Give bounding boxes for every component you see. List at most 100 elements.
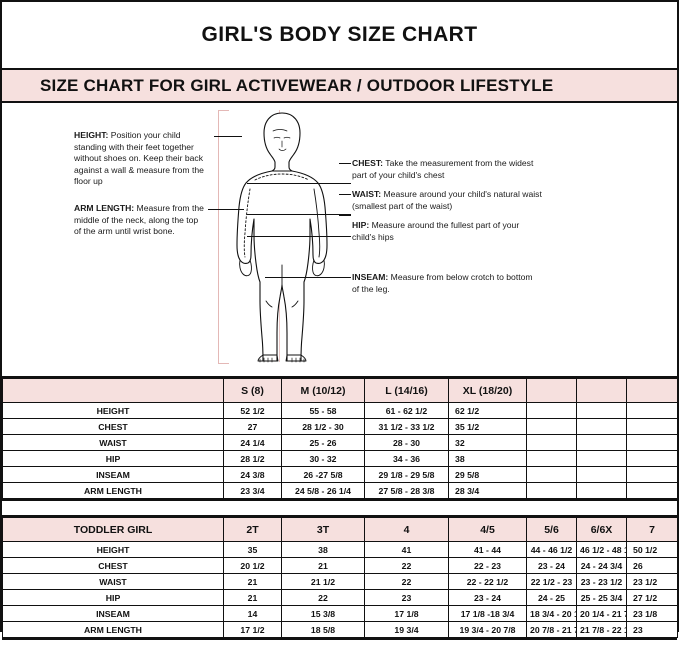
cell-value xyxy=(576,466,627,483)
cell-value: 23 xyxy=(364,589,449,606)
size-chart-page: GIRL'S BODY SIZE CHART SIZE CHART FOR GI… xyxy=(0,0,679,640)
cell-value: 35 xyxy=(223,541,282,558)
cell-value: 27 5/8 - 28 3/8 xyxy=(364,482,449,499)
column-header-4: 4 xyxy=(364,517,449,542)
note-height: HEIGHT: Position your child standing wit… xyxy=(74,130,214,188)
cell-value xyxy=(626,466,678,483)
cell-value: 21 1/2 xyxy=(281,573,365,590)
cell-value: 22 - 22 1/2 xyxy=(448,573,527,590)
cell-value: 18 5/8 xyxy=(281,621,365,638)
cell-value: 24 5/8 - 26 1/4 xyxy=(281,482,365,499)
cell-value: 17 1/8 -18 3/4 xyxy=(448,605,527,622)
cell-value: 17 1/8 xyxy=(364,605,449,622)
cell-value: 29 5/8 xyxy=(448,466,527,483)
chest-leader-line-icon xyxy=(339,163,351,164)
cell-value: 24 3/8 xyxy=(223,466,282,483)
cell-value: 28 1/2 xyxy=(223,450,282,467)
cell-value xyxy=(526,434,577,451)
cell-value: 21 7/8 - 22 1/4 xyxy=(576,621,627,638)
cell-value: 38 xyxy=(281,541,365,558)
row-label-height: HEIGHT xyxy=(2,402,224,419)
note-inseam-label: INSEAM: xyxy=(352,272,389,282)
cell-value: 46 1/2 - 48 1/2 xyxy=(576,541,627,558)
column-header-4-5: 4/5 xyxy=(448,517,527,542)
cell-value: 22 1/2 - 23 xyxy=(526,573,577,590)
cell-value: 41 - 44 xyxy=(448,541,527,558)
note-chest-text: Take the measurement from the widest par… xyxy=(352,158,534,180)
row-label-hip: HIP xyxy=(2,589,224,606)
cell-value: 22 - 23 xyxy=(448,557,527,574)
column-header-s-8-: S (8) xyxy=(223,378,282,403)
height-leader-line-icon xyxy=(214,136,242,137)
table-row: INSEAM 14 15 3/8 17 1/8 17 1/8 -18 3/4 18 3/4… xyxy=(2,605,678,622)
cell-value: 50 1/2 xyxy=(626,541,678,558)
table-row: HEIGHT 35 38 41 41 - 44 44 - 46 1/2 46 1/2 - 4… xyxy=(2,541,678,558)
row-label-inseam: INSEAM xyxy=(2,605,224,622)
toddler-sizes-tbody: HEIGHT 35 38 41 41 - 44 44 - 46 1/2 46 1/2 - 4… xyxy=(2,541,678,638)
cell-value xyxy=(626,434,678,451)
cell-value: 24 1/4 xyxy=(223,434,282,451)
cell-value: 23 xyxy=(626,621,678,638)
note-arm-length-label: ARM LENGTH: xyxy=(74,203,135,213)
arm-leader-line-icon xyxy=(208,209,244,210)
cell-value: 38 xyxy=(448,450,527,467)
cell-value: 28 1/2 - 30 xyxy=(281,418,365,435)
inseam-leader-line-icon xyxy=(339,277,351,278)
cell-value: 52 1/2 xyxy=(223,402,282,419)
cell-value: 21 xyxy=(223,589,282,606)
toddler-sizes-thead: TODDLER GIRL 2T 3T 4 4/5 5/6 6/6X 7 xyxy=(2,517,678,542)
cell-value xyxy=(526,402,577,419)
toddler-girl-sizes-table: TODDLER GIRL 2T 3T 4 4/5 5/6 6/6X 7 HEIGHT 35 38 4… xyxy=(2,517,678,638)
cell-value: 35 1/2 xyxy=(448,418,527,435)
cell-value xyxy=(626,418,678,435)
cell-value: 20 7/8 - 21 7/8 xyxy=(526,621,577,638)
table-row: CHEST 27 28 1/2 - 30 31 1/2 - 33 1/2 35 1/2 xyxy=(2,418,678,435)
cell-value: 34 - 36 xyxy=(364,450,449,467)
row-label-waist: WAIST xyxy=(2,434,224,451)
note-hip-label: HIP: xyxy=(352,220,370,230)
cell-value: 32 xyxy=(448,434,527,451)
cell-value: 28 - 30 xyxy=(364,434,449,451)
toddler-girl-sizes-table-wrap: TODDLER GIRL 2T 3T 4 4/5 5/6 6/6X 7 HEIGHT 35 38 4… xyxy=(2,517,678,638)
cell-value xyxy=(526,482,577,499)
cell-value: 23 1/8 xyxy=(626,605,678,622)
page-title: GIRL'S BODY SIZE CHART xyxy=(201,23,478,46)
row-label-arm-length: ARM LENGTH xyxy=(2,621,224,638)
row-label-inseam: INSEAM xyxy=(2,466,224,483)
measurement-diagram-panel: HEIGHT: Position your child standing wit… xyxy=(2,103,677,378)
cell-value: 24 - 24 3/4 xyxy=(576,557,627,574)
cell-value: 15 3/8 xyxy=(281,605,365,622)
cell-value: 23 - 24 xyxy=(448,589,527,606)
cell-value: 29 1/8 - 29 5/8 xyxy=(364,466,449,483)
note-inseam-text: Measure from below crotch to bottom of t… xyxy=(352,272,533,294)
cell-value xyxy=(526,450,577,467)
note-arm-length-text: Measure from the middle of the neck, alo… xyxy=(74,203,204,237)
cell-value: 26 -27 5/8 xyxy=(281,466,365,483)
subtitle-band: SIZE CHART FOR GIRL ACTIVEWEAR / OUTDOOR… xyxy=(2,70,677,103)
hip-measure-line-icon xyxy=(247,236,351,237)
cell-value xyxy=(526,418,577,435)
cell-value: 21 xyxy=(223,573,282,590)
cell-value xyxy=(576,418,627,435)
inseam-measure-line-icon xyxy=(265,277,351,278)
cell-value: 20 1/4 - 21 7/8 xyxy=(576,605,627,622)
cell-value: 21 xyxy=(281,557,365,574)
column-header-empty-5 xyxy=(576,378,627,403)
cell-value: 22 xyxy=(364,573,449,590)
table-row: INSEAM 24 3/8 26 -27 5/8 29 1/8 - 29 5/8 29 … xyxy=(2,466,678,483)
cell-value: 28 3/4 xyxy=(448,482,527,499)
cell-value: 44 - 46 1/2 xyxy=(526,541,577,558)
toddler-sizes-header-row: TODDLER GIRL 2T 3T 4 4/5 5/6 6/6X 7 xyxy=(2,517,678,542)
cell-value: 62 1/2 xyxy=(448,402,527,419)
cell-value: 23 - 24 xyxy=(526,557,577,574)
column-header-7: 7 xyxy=(626,517,678,542)
cell-value: 25 - 26 xyxy=(281,434,365,451)
column-header-6-6x: 6/6X xyxy=(576,517,627,542)
cell-value: 25 - 25 3/4 xyxy=(576,589,627,606)
girl-sizes-header-row: S (8) M (10/12) L (14/16) XL (18/20) xyxy=(2,378,678,403)
row-label-arm-length: ARM LENGTH xyxy=(2,482,224,499)
cell-value: 26 xyxy=(626,557,678,574)
page-subtitle: SIZE CHART FOR GIRL ACTIVEWEAR / OUTDOOR… xyxy=(40,75,554,95)
table-separator xyxy=(2,501,677,517)
cell-value: 27 1/2 xyxy=(626,589,678,606)
